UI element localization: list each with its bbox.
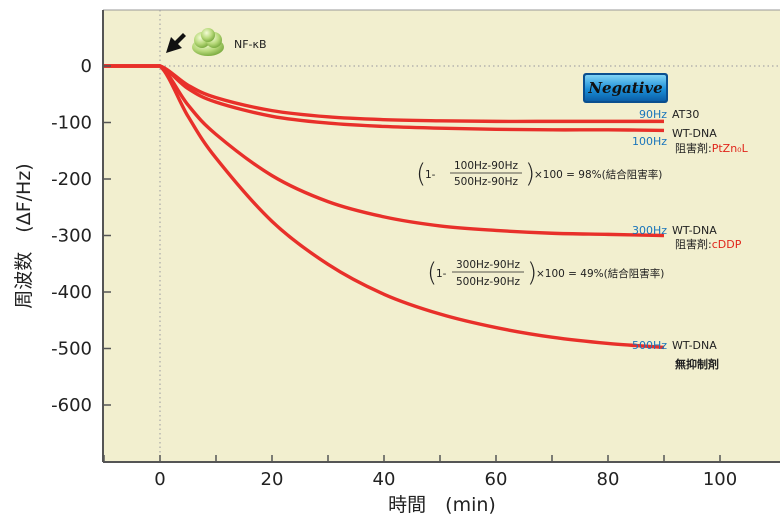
y-tick-label: -400 (51, 282, 92, 303)
y-tick-label: -100 (51, 113, 92, 134)
y-tick-label: -300 (51, 226, 92, 247)
formula-2: ( 1- 300Hz-90Hz 500Hz-90Hz ) ×100 = 49%(… (427, 258, 664, 288)
x-tick-label: 100 (703, 469, 737, 490)
annotation-label-wtdna-100: WT-DNA (672, 127, 717, 140)
inhibitor-name-100: PtZn₀L (712, 142, 749, 155)
formula-1-open-paren: ( (416, 159, 426, 189)
nf-kb-molecule-icon (192, 28, 224, 56)
annotation-label-wtdna-500: WT-DNA (672, 339, 717, 352)
formula-2-tail: ×100 = 49%(結合阻害率) (536, 267, 664, 280)
annotation-inhibitor-300: 阻害剤:cDDP (675, 237, 742, 251)
y-axis: 0 -100 -200 -300 -400 -500 -600 (51, 56, 111, 416)
x-tick-label: 80 (597, 469, 620, 490)
inhibitor-name-300: cDDP (712, 238, 742, 251)
formula-2-denominator: 500Hz-90Hz (456, 276, 520, 288)
formula-1-open: 1- (425, 169, 436, 181)
series-line-3 (104, 64, 665, 238)
formula-2-open: 1- (436, 268, 447, 280)
formula-2-open-paren: ( (427, 258, 437, 288)
x-axis-title: 時間 (min) (388, 494, 496, 516)
annotation-freq-500: 500Hz (632, 339, 667, 352)
zero-reference-line (159, 10, 780, 462)
annotation-freq-100: 100Hz (632, 135, 667, 148)
series-line-4 (104, 64, 665, 350)
formula-2-numerator: 300Hz-90Hz (456, 259, 520, 271)
x-tick-label: 60 (485, 469, 508, 490)
x-tick-label: 40 (373, 469, 396, 490)
x-axis: 0 20 40 60 80 100 (103, 455, 737, 490)
x-tick-label: 0 (154, 469, 165, 490)
formula-1-numerator: 100Hz-90Hz (454, 160, 518, 172)
annotation-label-wtdna-300: WT-DNA (672, 224, 717, 237)
series-line-1 (104, 64, 664, 124)
annotation-label-at30: AT30 (672, 108, 699, 121)
formula-1-close-paren: ) (525, 159, 535, 189)
injection-label: NF-κB (234, 38, 267, 51)
formula-1-tail: ×100 = 98%(結合阻害率) (534, 168, 662, 181)
annotation-freq-300: 300Hz (632, 224, 667, 237)
negative-badge: Negative (583, 73, 668, 103)
y-tick-label: -200 (51, 169, 92, 190)
formula-1-denominator: 500Hz-90Hz (454, 176, 518, 188)
inhibitor-prefix-300: 阻害剤: (675, 237, 712, 251)
x-tick-label: 20 (261, 469, 284, 490)
formula-2-close-paren: ) (527, 258, 537, 288)
badge-label: Negative (587, 79, 662, 97)
y-axis-title: 周波数 (ΔF/Hz) (13, 163, 35, 308)
annotation-inhibitor-100: 阻害剤:PtZn₀L (675, 141, 749, 155)
formula-1: ( 1- 100Hz-90Hz 500Hz-90Hz ) ×100 = 98%(… (416, 159, 662, 189)
injection-arrow-icon (166, 33, 186, 53)
y-tick-label: -500 (51, 339, 92, 360)
series-lines (104, 64, 665, 350)
y-tick-label: -600 (51, 395, 92, 416)
inhibitor-prefix-100: 阻害剤: (675, 141, 712, 155)
series-line-2 (104, 64, 665, 133)
y-tick-label: 0 (81, 56, 92, 77)
annotation-freq-90: 90Hz (639, 108, 667, 121)
annotation-inhibitor-500: 無抑制剤 (675, 357, 719, 371)
